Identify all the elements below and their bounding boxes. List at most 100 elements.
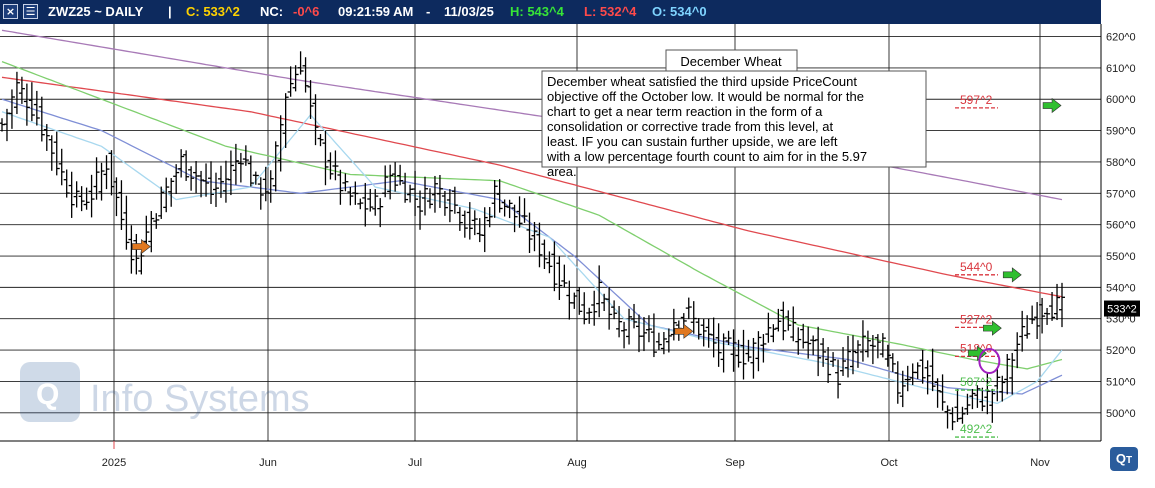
callout-box <box>541 70 927 168</box>
ohlc-bar <box>521 198 528 223</box>
ohlc-bar <box>431 175 438 213</box>
ohlc-bar <box>312 94 319 146</box>
ohlc-bar <box>173 164 180 194</box>
y-tick-label: 550^0 <box>1106 251 1136 263</box>
last-price-label: 533^2 <box>1107 304 1137 316</box>
moving-average-line <box>1 98 1063 395</box>
ohlc-bar <box>247 155 254 187</box>
ohlc-bar <box>854 340 861 368</box>
ohlc-bar <box>481 207 488 253</box>
ohlc-bar <box>208 161 215 205</box>
ohlc-bar <box>153 213 160 229</box>
ohlc-bar <box>362 182 369 227</box>
ohlc-bar <box>626 308 633 345</box>
annotation-label: 527^2 <box>960 312 993 326</box>
green-arrow-4 <box>1042 97 1062 114</box>
ohlc-bar <box>879 333 886 358</box>
ohlc-bar <box>969 388 976 410</box>
ohlc-bar <box>979 387 986 412</box>
close-window-button[interactable]: × <box>3 4 18 19</box>
ohlc-bar <box>730 329 737 372</box>
y-tick-label: 540^0 <box>1106 282 1136 294</box>
x-tick-label: Nov <box>1030 457 1050 469</box>
ohlc-bar <box>894 361 901 404</box>
ohlc-bar <box>322 130 329 186</box>
x-tick-label: Oct <box>880 457 897 469</box>
ohlc-bar <box>745 339 752 362</box>
ohlc-bar <box>441 190 448 216</box>
watermark-logo <box>20 362 80 422</box>
ohlc-bar <box>412 170 419 217</box>
ohlc-bar <box>1014 332 1021 369</box>
ohlc-bar <box>53 131 60 176</box>
ohlc-bar <box>252 171 259 185</box>
ohlc-bar <box>581 292 588 325</box>
ohlc-bar <box>58 148 65 186</box>
ohlc-bar <box>939 374 946 411</box>
ohlc-bar <box>1009 352 1016 395</box>
ohlc-bar <box>640 317 647 352</box>
ohlc-bar <box>332 150 339 181</box>
ohlc-bar <box>645 315 652 343</box>
ohlc-bar <box>1029 305 1036 325</box>
ohlc-bar <box>755 331 762 372</box>
ohlc-bar <box>924 360 931 395</box>
x-tick-label: 2025 <box>102 457 126 469</box>
ohlc-bar <box>496 179 503 213</box>
ohlc-bar <box>307 80 314 119</box>
ohlc-bar <box>262 166 269 202</box>
ohlc-bar <box>237 152 244 183</box>
ohlc-bar <box>367 188 374 212</box>
ohlc-bar <box>417 190 424 230</box>
ohlc-bar <box>436 174 443 208</box>
ohlc-bar <box>73 181 80 208</box>
ohlc-bar <box>974 385 981 408</box>
ohlc-bar <box>889 353 896 372</box>
ohlc-bar <box>770 324 777 343</box>
ohlc-bar <box>68 171 75 218</box>
ohlc-bar <box>128 225 135 274</box>
ohlc-bar <box>561 264 568 288</box>
ohlc-bar <box>989 388 996 423</box>
ohlc-bar <box>596 265 603 318</box>
ohlc-bar <box>670 308 677 341</box>
ohlc-bar <box>138 251 145 275</box>
annotation-label: 492^2 <box>960 422 993 436</box>
y-tick-label: 580^0 <box>1106 157 1136 169</box>
date-label: 11/03/25 <box>444 4 494 19</box>
ohlc-bar <box>511 204 518 233</box>
ohlc-bar <box>591 290 598 326</box>
ohlc-bar <box>869 334 876 365</box>
ohlc-bar <box>795 327 802 355</box>
ohlc-bar <box>1054 283 1061 321</box>
ohlc-bar <box>516 196 523 228</box>
ohlc-bar <box>347 186 354 206</box>
ohlc-bar <box>780 301 787 341</box>
ohlc-bar <box>994 368 1001 402</box>
y-tick-label: 510^0 <box>1106 376 1136 388</box>
menu-button[interactable]: ☰ <box>23 4 38 19</box>
ohlc-bar <box>606 286 613 330</box>
x-tick-label: Sep <box>725 457 745 469</box>
callout-title: December Wheat <box>680 54 782 69</box>
x-tick-label: Aug <box>567 457 587 469</box>
ohlc-bar <box>352 181 359 205</box>
moving-average-line <box>1 111 1063 405</box>
net-change-label: NC: <box>260 4 284 19</box>
orange-arrow-2 <box>674 323 694 339</box>
ohlc-bar <box>232 143 239 185</box>
ohlc-bar <box>337 169 344 205</box>
ohlc-bar <box>461 210 468 238</box>
ohlc-bar <box>621 321 628 349</box>
qt-logo-button[interactable]: QT <box>1110 447 1138 471</box>
ohlc-bar <box>392 162 399 192</box>
ohlc-bar <box>825 347 832 384</box>
ohlc-bar <box>88 174 95 218</box>
ohlc-bar <box>815 326 822 377</box>
ohlc-bar <box>372 189 379 216</box>
ohlc-bar <box>242 145 249 166</box>
ohlc-bar <box>28 82 35 122</box>
ohlc-bar <box>426 188 433 209</box>
ohlc-bar <box>929 348 936 392</box>
